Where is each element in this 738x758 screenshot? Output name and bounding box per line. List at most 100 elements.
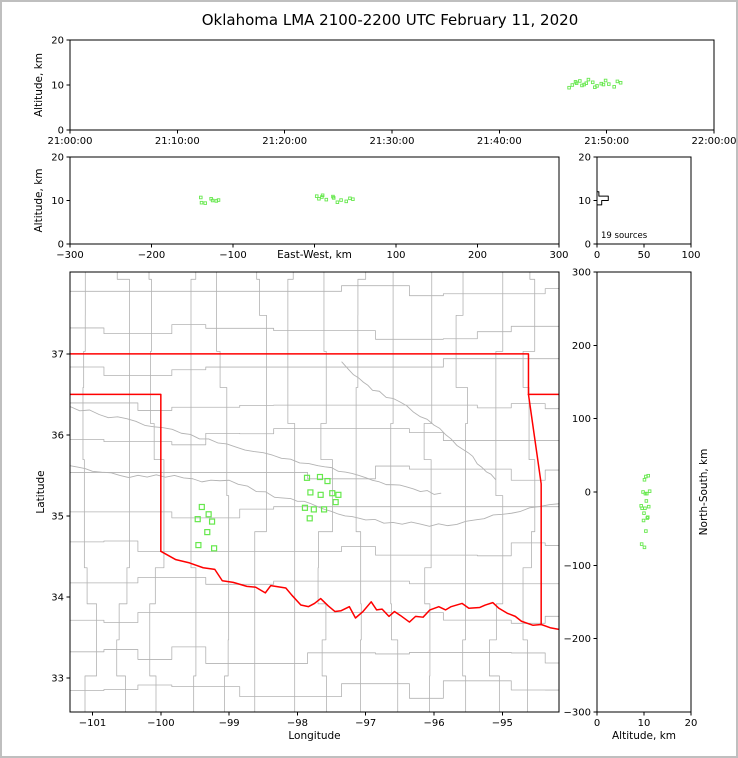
- lma-source-marker: [586, 77, 591, 82]
- x-tick-label: −99: [219, 718, 240, 729]
- x-tick-label: 21:00:00: [48, 136, 93, 147]
- lma-source-marker: [199, 195, 203, 200]
- x-tick-label: −300: [56, 250, 83, 261]
- y-tick-label: −200: [564, 634, 591, 645]
- county-line: [455, 272, 468, 712]
- lma-source-marker: [324, 197, 329, 202]
- lma-source-marker: [567, 85, 571, 90]
- x-tick-label: −95: [492, 718, 513, 729]
- lma-source-marker: [211, 545, 218, 552]
- lma-source-marker: [573, 80, 578, 84]
- lma-source-marker: [331, 196, 336, 200]
- y-tick-label: 20: [51, 36, 64, 47]
- y-tick-label: 37: [51, 349, 64, 360]
- figure-title: Oklahoma LMA 2100-2200 UTC February 11, …: [201, 11, 579, 29]
- lma-source-marker: [332, 499, 339, 506]
- lma-source-marker: [307, 489, 314, 496]
- county-line: [216, 272, 230, 712]
- state-border-line: [160, 550, 559, 631]
- x-tick-label: 21:10:00: [155, 136, 200, 147]
- lma-source-marker: [216, 198, 221, 202]
- lma-source-marker: [612, 85, 616, 89]
- y-tick-label: 35: [51, 511, 64, 522]
- lma-source-marker: [607, 82, 611, 86]
- county-line: [287, 272, 296, 712]
- lma-source-marker: [615, 79, 620, 84]
- time-height-panel: 21:00:00 21:10:00 21:20:00 21:30:00 21:40:00…: [33, 36, 736, 148]
- altitude-histogram-panel: 0 50 100 0 10 20 19 sources: [578, 153, 700, 262]
- y-tick-label: 20: [578, 153, 591, 164]
- lma-source-marker: [205, 511, 212, 518]
- lma-source-marker: [646, 515, 650, 519]
- axis-frame: [69, 39, 715, 131]
- y-tick-label: 0: [58, 240, 64, 251]
- x-tick-label: −100: [147, 718, 174, 729]
- lma-source-marker: [329, 490, 336, 497]
- county-line: [70, 402, 559, 411]
- lma-source-marker: [208, 518, 216, 525]
- x-tick-label: 10: [638, 718, 651, 729]
- county-line: [355, 272, 367, 712]
- lma-source-marker: [584, 81, 589, 85]
- y-tick-label: −100: [564, 561, 591, 572]
- county-line: [70, 285, 559, 297]
- lma-source-marker: [590, 80, 595, 85]
- x-tick-label: 20: [685, 718, 698, 729]
- lma-source-marker: [335, 491, 342, 498]
- lma-source-marker: [203, 201, 207, 205]
- river-line: [341, 361, 496, 480]
- lma-source-marker: [316, 473, 324, 481]
- y-tick-label: 0: [585, 488, 591, 499]
- y-tick-label: 10: [51, 196, 64, 207]
- lma-source-marker: [351, 197, 355, 201]
- lma-source-marker: [320, 195, 324, 199]
- county-line: [70, 465, 559, 481]
- lma-source-marker: [199, 200, 204, 205]
- plan-view-panel: −101 −100 −99 −98 −97 −96 −95 33 34 35 36 37 Longitu…: [35, 271, 560, 742]
- map-content: [70, 272, 559, 712]
- y-tick-label: 300: [572, 268, 591, 279]
- lma-source-marker: [645, 516, 650, 520]
- lma-source-marker: [204, 529, 211, 536]
- y-tick-label: 20: [51, 153, 64, 164]
- axis-label-north-south: North-South, km: [698, 449, 710, 536]
- axis-label-latitude: Latitude: [35, 470, 47, 513]
- lma-source-marker: [195, 541, 202, 549]
- county-line: [488, 272, 504, 712]
- lma-source-marker: [639, 504, 643, 508]
- county-line: [70, 646, 559, 664]
- lma-source-marker: [642, 545, 647, 550]
- lma-source-marker: [643, 491, 648, 496]
- county-line: [317, 272, 333, 712]
- x-tick-label: 21:50:00: [584, 136, 629, 147]
- county-line: [70, 506, 559, 519]
- axis-label-east-west: East-West, km: [277, 249, 352, 261]
- x-tick-label: 100: [386, 250, 405, 261]
- lma-source-marker: [303, 474, 311, 481]
- lma-source-marker: [310, 506, 317, 513]
- ns-height-panel: 0 10 20 −300 −200 −100 0 100 200 300 Altitude, km N…: [564, 268, 710, 743]
- axis-label-altitude: Altitude, km: [33, 53, 45, 117]
- lma-source-marker: [320, 506, 328, 513]
- y-tick-label: 34: [51, 592, 64, 603]
- lma-source-marker: [647, 489, 652, 493]
- lma-source-marker: [644, 529, 648, 533]
- x-tick-label: −200: [138, 250, 165, 261]
- x-tick-label: 21:40:00: [477, 136, 522, 147]
- ew-height-panel: −300 −200 −100 100 200 300 0 10 20 East-West, km A…: [33, 153, 569, 262]
- county-line: [70, 577, 559, 585]
- y-tick-label: 10: [51, 81, 64, 92]
- county-line: [70, 358, 559, 376]
- x-tick-label: −98: [287, 718, 308, 729]
- lma-source-marker: [339, 198, 343, 202]
- lma-source-marker: [646, 504, 651, 509]
- y-tick-label: 100: [572, 414, 591, 425]
- y-tick-label: 0: [585, 240, 591, 251]
- sources-count-label: 19 sources: [601, 231, 648, 241]
- county-line: [423, 272, 433, 712]
- lma-source-marker: [593, 85, 597, 89]
- lma-source-marker: [570, 83, 575, 87]
- x-tick-label: 0: [594, 718, 600, 729]
- lma-source-marker: [194, 516, 201, 523]
